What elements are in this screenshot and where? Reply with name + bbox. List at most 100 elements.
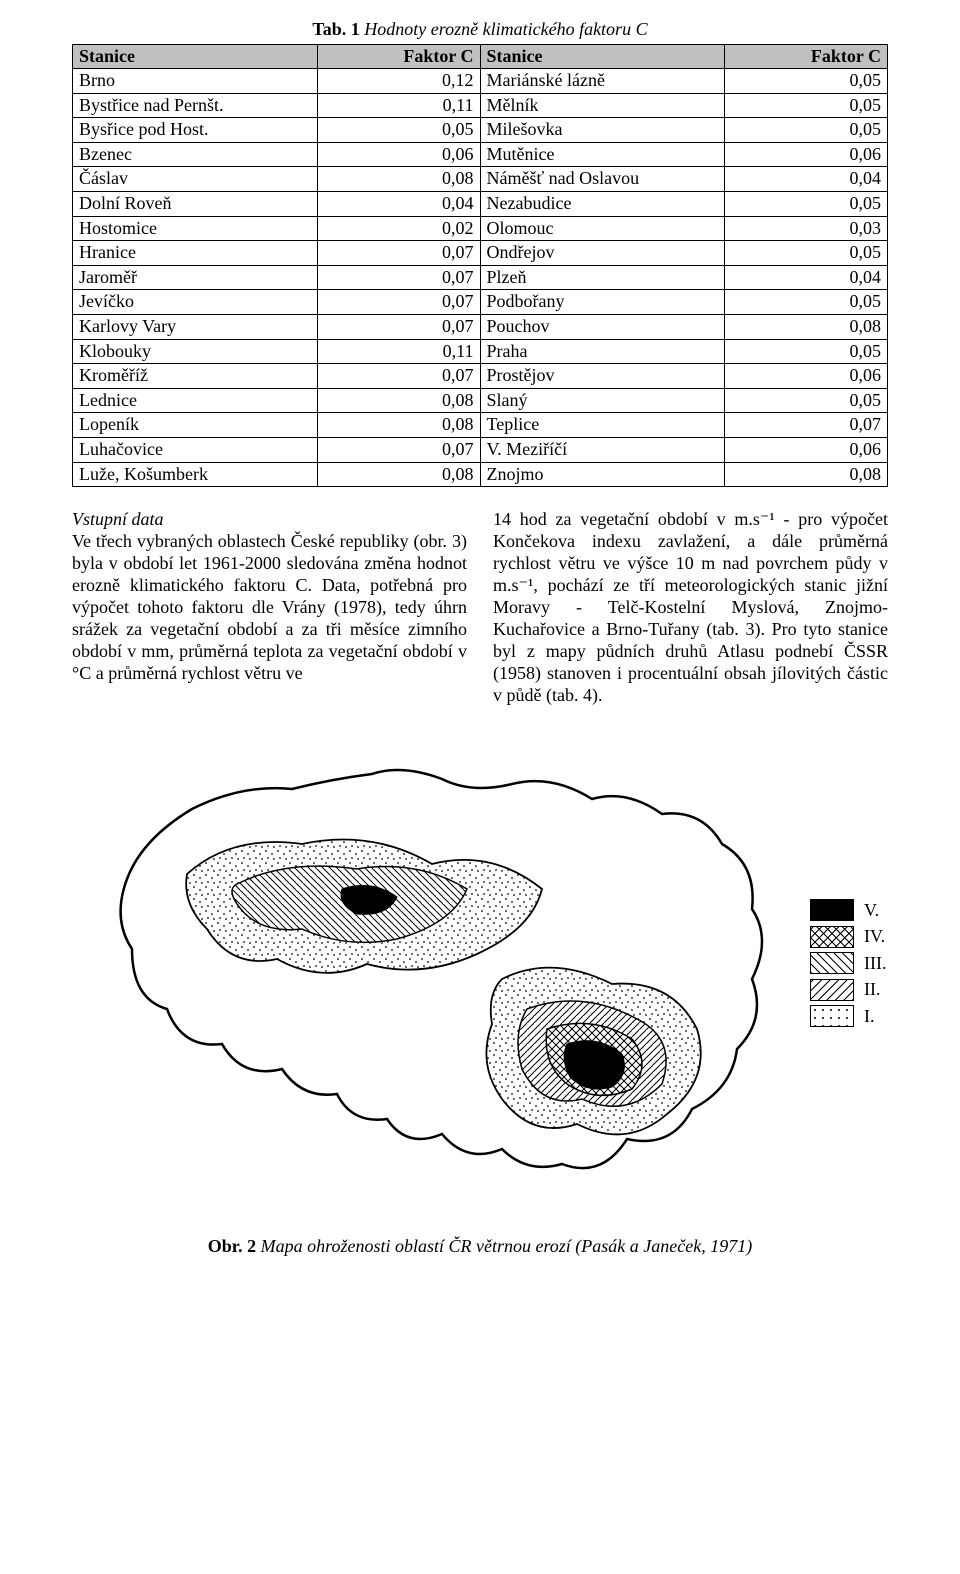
table-cell: 0,08 bbox=[725, 315, 888, 340]
col-header: Stanice bbox=[480, 44, 725, 69]
table-row: Bystřice nad Pernšt.0,11Mělník0,05 bbox=[73, 93, 888, 118]
table-cell: 0,06 bbox=[317, 142, 480, 167]
table-row: Bzenec0,06Mutěnice0,06 bbox=[73, 142, 888, 167]
table-cell: Mariánské lázně bbox=[480, 69, 725, 94]
right-column: 14 hod za vegetační období v m.s⁻¹ - pro… bbox=[493, 509, 888, 707]
table-row: Lednice0,08Slaný0,05 bbox=[73, 388, 888, 413]
table-row: Kroměříž0,07Prostějov0,06 bbox=[73, 364, 888, 389]
table-cell: 0,07 bbox=[317, 290, 480, 315]
table-cell: Jaroměř bbox=[73, 265, 318, 290]
legend-label: V. bbox=[864, 899, 879, 922]
table-cell: 0,05 bbox=[725, 93, 888, 118]
legend-row: V. bbox=[810, 899, 886, 922]
table-row: Jevíčko0,07Podbořany0,05 bbox=[73, 290, 888, 315]
table-cell: 0,07 bbox=[317, 364, 480, 389]
table-cell: 0,05 bbox=[317, 118, 480, 143]
table-cell: 0,05 bbox=[725, 192, 888, 217]
table-cell: 0,05 bbox=[725, 69, 888, 94]
table-row: Klobouky0,11Praha0,05 bbox=[73, 339, 888, 364]
table-cell: Znojmo bbox=[480, 462, 725, 487]
table-cell: 0,08 bbox=[317, 167, 480, 192]
data-table: Stanice Faktor C Stanice Faktor C Brno0,… bbox=[72, 44, 888, 488]
table-cell: 0,11 bbox=[317, 339, 480, 364]
table-header-row: Stanice Faktor C Stanice Faktor C bbox=[73, 44, 888, 69]
table-row: Brno0,12Mariánské lázně0,05 bbox=[73, 69, 888, 94]
col-header: Stanice bbox=[73, 44, 318, 69]
table-cell: Ondřejov bbox=[480, 241, 725, 266]
table-cell: Praha bbox=[480, 339, 725, 364]
table-cell: 0,11 bbox=[317, 93, 480, 118]
figure-caption-ital: Mapa ohroženosti oblastí ČR větrnou eroz… bbox=[256, 1236, 752, 1256]
table-cell: Milešovka bbox=[480, 118, 725, 143]
figure-caption: Obr. 2 Mapa ohroženosti oblastí ČR větrn… bbox=[72, 1235, 888, 1258]
table-cell: 0,07 bbox=[725, 413, 888, 438]
table-cell: 0,12 bbox=[317, 69, 480, 94]
table-cell: V. Meziříčí bbox=[480, 438, 725, 463]
table-cell: 0,04 bbox=[725, 265, 888, 290]
table-caption-ital: Hodnoty erozně klimatického faktoru C bbox=[360, 19, 648, 39]
legend-swatch bbox=[810, 1005, 854, 1027]
legend-swatch bbox=[810, 952, 854, 974]
table-cell: Pouchov bbox=[480, 315, 725, 340]
table-row: Jaroměř0,07Plzeň0,04 bbox=[73, 265, 888, 290]
table-cell: Hostomice bbox=[73, 216, 318, 241]
table-row: Hranice0,07Ondřejov0,05 bbox=[73, 241, 888, 266]
table-cell: 0,07 bbox=[317, 241, 480, 266]
legend-label: III. bbox=[864, 952, 886, 975]
legend-row: II. bbox=[810, 978, 886, 1001]
two-column-text: Vstupní data Ve třech vybraných oblastec… bbox=[72, 509, 888, 707]
table-cell: 0,06 bbox=[725, 364, 888, 389]
table-cell: Bysřice pod Host. bbox=[73, 118, 318, 143]
table-cell: Čáslav bbox=[73, 167, 318, 192]
table-cell: Brno bbox=[73, 69, 318, 94]
table-cell: Luhačovice bbox=[73, 438, 318, 463]
table-cell: Hranice bbox=[73, 241, 318, 266]
table-cell: 0,04 bbox=[317, 192, 480, 217]
table-cell: Lopeník bbox=[73, 413, 318, 438]
table-cell: 0,05 bbox=[725, 118, 888, 143]
table-cell: Olomouc bbox=[480, 216, 725, 241]
table-row: Dolní Roveň0,04Nezabudice0,05 bbox=[73, 192, 888, 217]
legend-label: IV. bbox=[864, 925, 885, 948]
legend-row: IV. bbox=[810, 925, 886, 948]
table-row: Lopeník0,08Teplice0,07 bbox=[73, 413, 888, 438]
table-row: Luže, Košumberk0,08Znojmo0,08 bbox=[73, 462, 888, 487]
table-cell: 0,05 bbox=[725, 241, 888, 266]
table-cell: Bzenec bbox=[73, 142, 318, 167]
table-row: Čáslav0,08Náměšť nad Oslavou0,04 bbox=[73, 167, 888, 192]
legend-swatch bbox=[810, 899, 854, 921]
table-cell: Náměšť nad Oslavou bbox=[480, 167, 725, 192]
table-cell: Jevíčko bbox=[73, 290, 318, 315]
table-cell: Mutěnice bbox=[480, 142, 725, 167]
table-cell: Kroměříž bbox=[73, 364, 318, 389]
table-caption: Tab. 1 Hodnoty erozně klimatického fakto… bbox=[72, 18, 888, 41]
table-cell: Podbořany bbox=[480, 290, 725, 315]
table-row: Bysřice pod Host.0,05Milešovka0,05 bbox=[73, 118, 888, 143]
table-cell: Dolní Roveň bbox=[73, 192, 318, 217]
table-row: Hostomice0,02Olomouc0,03 bbox=[73, 216, 888, 241]
col-header: Faktor C bbox=[317, 44, 480, 69]
body-paragraph: 14 hod za vegetační období v m.s⁻¹ - pro… bbox=[493, 509, 888, 707]
table-row: Karlovy Vary0,07Pouchov0,08 bbox=[73, 315, 888, 340]
table-row: Luhačovice0,07V. Meziříčí0,06 bbox=[73, 438, 888, 463]
legend-row: I. bbox=[810, 1005, 886, 1028]
table-cell: Teplice bbox=[480, 413, 725, 438]
col-header: Faktor C bbox=[725, 44, 888, 69]
table-cell: 0,08 bbox=[317, 413, 480, 438]
table-cell: Nezabudice bbox=[480, 192, 725, 217]
table-cell: Luže, Košumberk bbox=[73, 462, 318, 487]
legend-label: I. bbox=[864, 1005, 875, 1028]
table-cell: 0,07 bbox=[317, 265, 480, 290]
legend-label: II. bbox=[864, 978, 881, 1001]
table-cell: 0,05 bbox=[725, 339, 888, 364]
table-cell: 0,06 bbox=[725, 438, 888, 463]
table-cell: Plzeň bbox=[480, 265, 725, 290]
legend-row: III. bbox=[810, 952, 886, 975]
body-paragraph: Ve třech vybraných oblastech České repub… bbox=[72, 531, 467, 685]
table-cell: 0,05 bbox=[725, 388, 888, 413]
table-cell: Prostějov bbox=[480, 364, 725, 389]
figure-caption-bold: Obr. 2 bbox=[208, 1236, 256, 1256]
table-cell: Karlovy Vary bbox=[73, 315, 318, 340]
table-cell: 0,07 bbox=[317, 438, 480, 463]
legend-swatch bbox=[810, 979, 854, 1001]
